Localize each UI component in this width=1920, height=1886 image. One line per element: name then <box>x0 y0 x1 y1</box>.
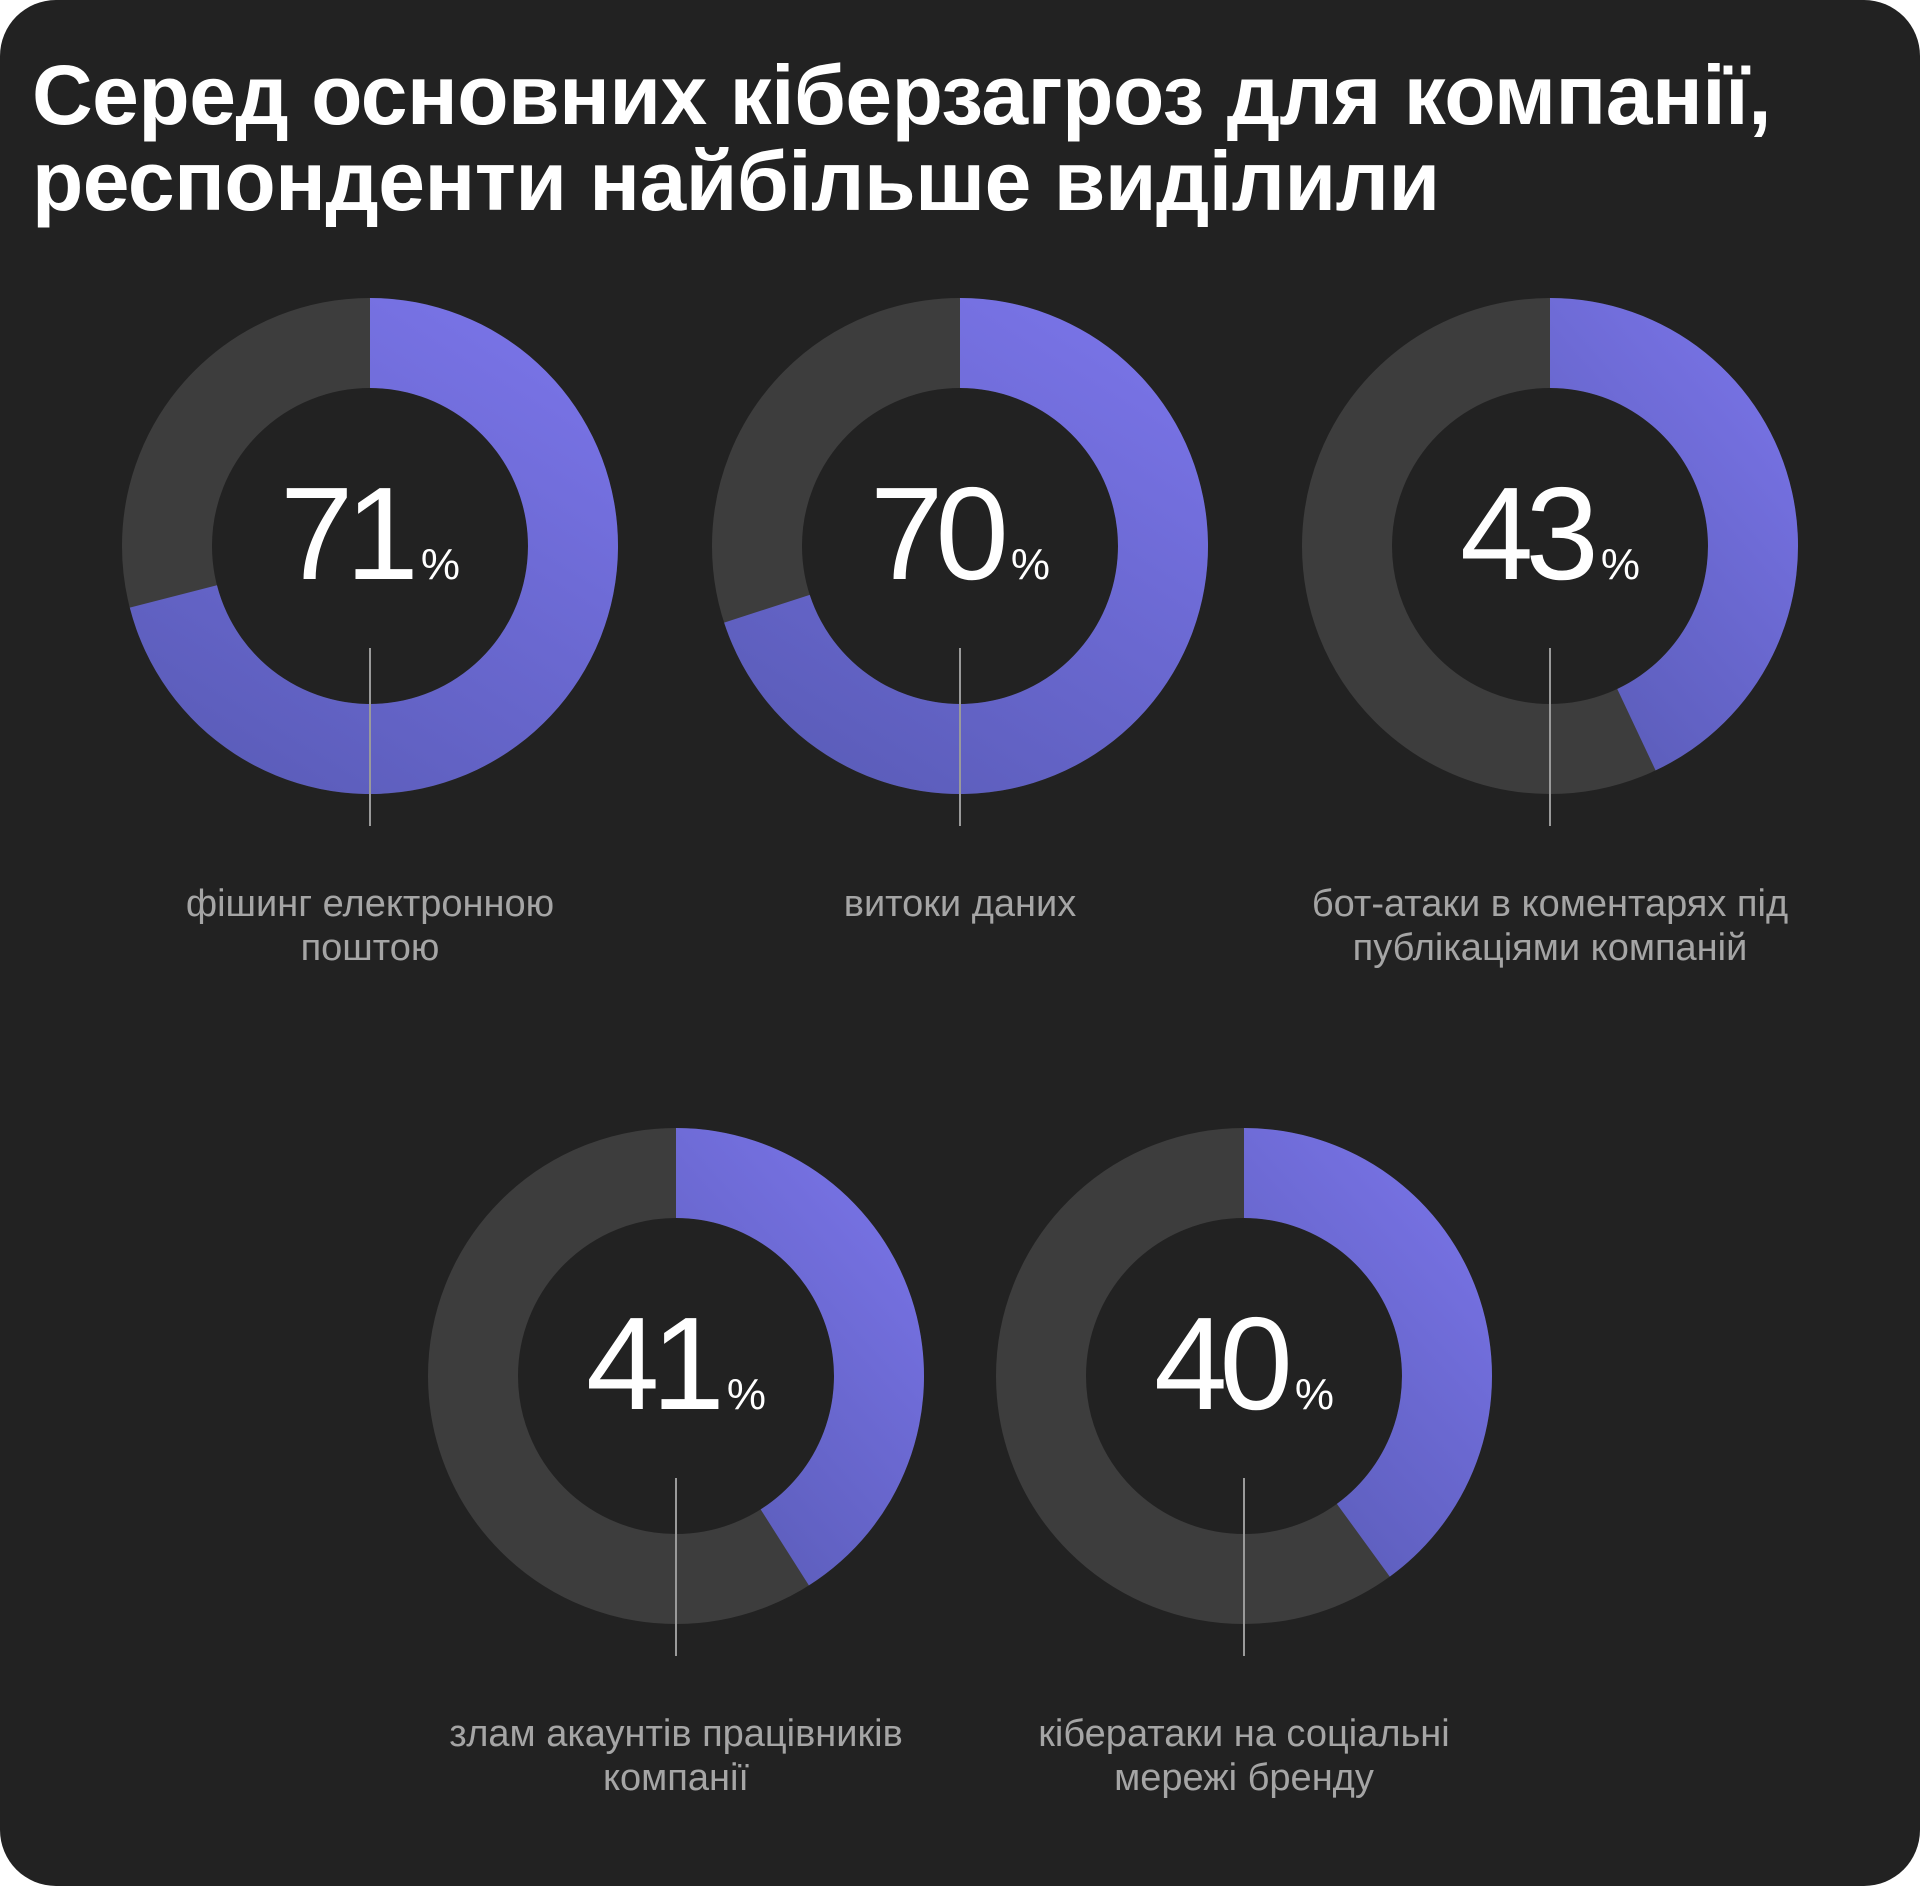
donut-item-account-hacking: 41% злам акаунтів працівників компанії <box>376 1126 976 1886</box>
value-number: 71 <box>280 460 419 607</box>
donut-label-social-attacks: кібератаки на соціальні мережі бренду <box>1038 1713 1450 1799</box>
donut-value-social-attacks: 40% <box>944 1294 1544 1434</box>
value-number: 70 <box>870 460 1009 607</box>
donut-item-data-leaks: 70% витоки даних <box>660 296 1260 1056</box>
value-unit: % <box>420 540 460 589</box>
value-unit: % <box>1010 540 1050 589</box>
donut-value-bot-attacks: 43% <box>1250 464 1850 604</box>
donut-item-phishing: 71% фішинг електронною поштою <box>70 296 670 1056</box>
connector-line <box>1243 1478 1245 1656</box>
donut-label-phishing: фішинг електронною поштою <box>185 883 555 969</box>
donut-slice-value <box>1550 298 1798 771</box>
value-unit: % <box>726 1370 766 1419</box>
chart-title: Серед основних кіберзагроз для компанії,… <box>32 52 1892 224</box>
donut-item-bot-attacks: 43% бот-атаки в коментарях під публікаці… <box>1250 296 1850 1056</box>
donut-label-data-leaks: витоки даних <box>843 883 1077 925</box>
connector-line <box>959 648 961 826</box>
donut-value-phishing: 71% <box>70 464 670 604</box>
connector-line <box>675 1478 677 1656</box>
value-unit: % <box>1600 540 1640 589</box>
value-unit: % <box>1294 1370 1334 1419</box>
connector-line <box>1549 648 1551 826</box>
donut-slice-value <box>676 1128 924 1586</box>
donut-label-bot-attacks: бот-атаки в коментарях під публікаціями … <box>1311 883 1789 969</box>
donut-slice-value <box>724 298 1208 794</box>
donut-slice-value <box>129 298 618 794</box>
value-number: 41 <box>586 1290 725 1437</box>
chart-title-line-1: Серед основних кіберзагроз для компанії, <box>32 48 1772 142</box>
donut-item-social-attacks: 40% кібератаки на соціальні мережі бренд… <box>944 1126 1544 1886</box>
connector-line <box>369 648 371 826</box>
donut-label-account-hacking: злам акаунтів працівників компанії <box>449 1713 903 1799</box>
donut-slice-value <box>1244 1128 1492 1577</box>
value-number: 40 <box>1154 1290 1293 1437</box>
value-number: 43 <box>1460 460 1599 607</box>
chart-title-line-2: респонденти найбільше виділили <box>32 134 1440 228</box>
donut-value-data-leaks: 70% <box>660 464 1260 604</box>
donut-value-account-hacking: 41% <box>376 1294 976 1434</box>
